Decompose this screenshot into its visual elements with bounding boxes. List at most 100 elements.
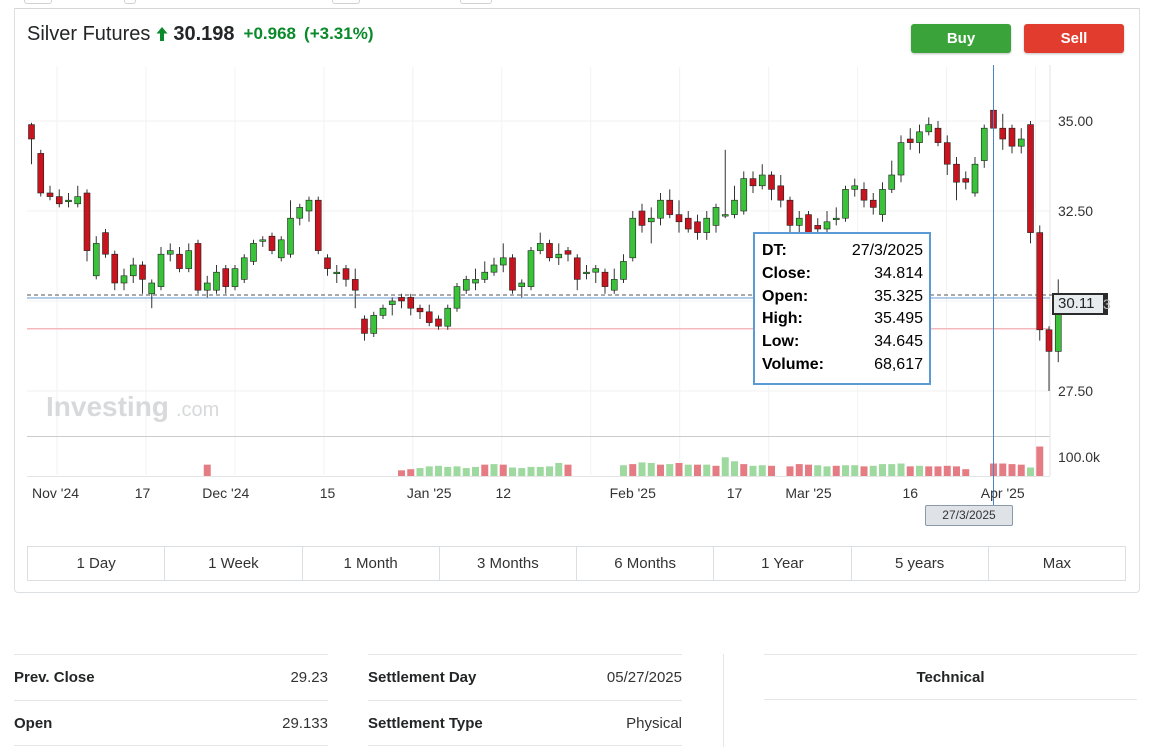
- candle-body: [518, 282, 526, 287]
- candle-body: [499, 257, 507, 266]
- candle-body: [277, 239, 285, 259]
- candle-body: [1027, 124, 1034, 233]
- volume-bar: [657, 464, 664, 476]
- volume-bar: [703, 464, 711, 476]
- candle-body: [157, 253, 165, 287]
- x-tick-label: Jan '25: [407, 485, 452, 501]
- candle-body: [869, 199, 877, 208]
- candle-body: [111, 253, 119, 284]
- technical-tab[interactable]: Technical: [764, 654, 1137, 700]
- x-tick-label: 16: [902, 485, 918, 501]
- sell-button[interactable]: Sell: [1024, 24, 1124, 53]
- top-toolbar-edge: [14, 0, 1139, 9]
- candle-body: [703, 217, 711, 233]
- candle-body: [620, 261, 627, 280]
- candle-body: [435, 318, 442, 327]
- candle-body: [120, 275, 128, 284]
- volume-bar: [694, 464, 701, 476]
- volume-bar: [425, 466, 433, 476]
- tooltip-row: Low: 34.645: [762, 331, 923, 353]
- range-1-week-button[interactable]: 1 Week: [165, 547, 303, 580]
- volume-bar: [472, 466, 479, 476]
- range-5-years-button[interactable]: 5 years: [852, 547, 989, 580]
- range-max-button[interactable]: Max: [1042, 555, 1072, 572]
- toolbar-stub: [332, 0, 360, 4]
- tooltip-row: DT: 27/3/2025: [762, 240, 923, 262]
- candle-body: [333, 271, 341, 275]
- candle-body: [203, 282, 211, 291]
- tooltip-row: Volume: 68,617: [762, 354, 923, 376]
- volume-bar: [906, 466, 914, 476]
- x-tick-label: 12: [495, 485, 511, 501]
- toolbar-stub: [24, 0, 52, 4]
- volume-bar: [481, 464, 489, 476]
- tooltip-label: Open:: [762, 288, 809, 305]
- x-tick-label: 17: [135, 485, 151, 501]
- candle-body: [953, 163, 960, 183]
- candle-body: [731, 199, 738, 215]
- candle-body: [943, 142, 951, 165]
- column-divider: [723, 654, 724, 747]
- stat-value: 05/27/2025: [606, 668, 682, 686]
- candle-body: [906, 138, 914, 143]
- volume-bar: [684, 464, 692, 476]
- tooltip-value: 35.495: [874, 310, 923, 327]
- stat-label: Open: [14, 714, 53, 732]
- last-price-tag: 30.11 3: [1052, 293, 1111, 315]
- candle-body: [647, 217, 655, 223]
- tooltip-label: Volume:: [762, 356, 824, 373]
- tooltip-label: Low:: [762, 333, 800, 350]
- chart-card: [14, 8, 1140, 593]
- volume-bar: [805, 464, 812, 476]
- candle-body: [148, 282, 156, 295]
- volume-bar: [647, 462, 655, 476]
- candle-body: [37, 153, 45, 194]
- candle-body: [758, 174, 766, 187]
- volume-bar: [925, 466, 933, 476]
- candle-body: [416, 307, 424, 313]
- range-6-months-button[interactable]: 6 Months: [577, 547, 715, 580]
- candle-body: [684, 217, 692, 230]
- volume-bar: [675, 462, 683, 476]
- buy-button[interactable]: Buy: [911, 24, 1011, 53]
- volume-bar: [860, 466, 868, 476]
- candle-body: [407, 297, 415, 309]
- candle-body: [980, 127, 988, 161]
- candle-body: [240, 257, 248, 280]
- tooltip-value: 34.814: [874, 265, 923, 282]
- candle-body: [481, 271, 489, 280]
- tooltip-label: High:: [762, 310, 803, 327]
- range-1-year-button[interactable]: 1 Year: [714, 547, 852, 580]
- candle-body: [176, 253, 183, 269]
- candle-body: [444, 307, 452, 327]
- tooltip-value: 35.325: [874, 288, 923, 305]
- candle-body: [324, 257, 331, 269]
- instrument-name: Silver Futures: [27, 22, 151, 45]
- time-range-selector: 1 Day 1 Week 1 Month 3 Months 6 Months 1…: [27, 546, 1126, 581]
- tooltip-label: DT:: [762, 242, 787, 259]
- up-arrow-icon: [156, 27, 168, 41]
- tooltip-label: Close:: [762, 265, 811, 282]
- instrument-header: Silver Futures 30.198 +0.968 (+3.31%): [27, 21, 373, 47]
- candle-body: [46, 192, 54, 197]
- range-1-month-button[interactable]: 1 Month: [303, 547, 440, 580]
- candle-body: [795, 217, 803, 226]
- volume-bar: [398, 470, 405, 476]
- candle-body: [888, 174, 896, 190]
- candle-body: [657, 199, 664, 219]
- candle-body: [55, 196, 63, 205]
- range-3-months-button[interactable]: 3 Months: [440, 547, 577, 580]
- volume-bar: [916, 465, 923, 476]
- tooltip-row: Close: 34.814: [762, 263, 923, 285]
- candle-body: [860, 189, 868, 201]
- price-change: +0.968: [243, 24, 297, 43]
- tooltip-row: High: 35.495: [762, 308, 923, 330]
- candle-body: [573, 257, 581, 280]
- last-price-tag-tail: 3: [1103, 296, 1111, 312]
- price-chart[interactable]: Investing .com 35.00 32.50 27.50 100.0k Nov '2…: [0, 0, 1154, 530]
- candle-body: [536, 243, 544, 251]
- candle-body: [879, 189, 886, 215]
- candle-body: [592, 268, 600, 273]
- range-1-day-button[interactable]: 1 Day: [28, 547, 166, 580]
- candle-body: [527, 250, 535, 287]
